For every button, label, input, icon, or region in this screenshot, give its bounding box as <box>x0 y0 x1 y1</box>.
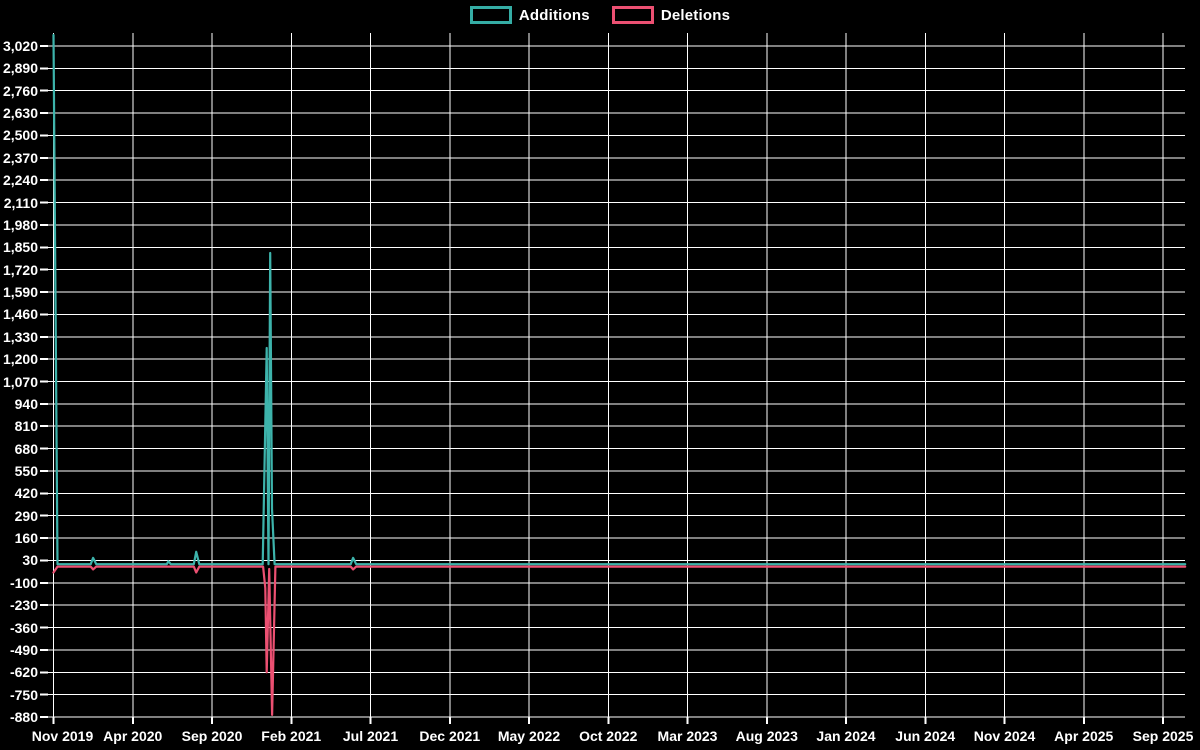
x-axis-label: Jan 2024 <box>816 728 876 744</box>
y-axis-label: 1,720 <box>2 261 38 278</box>
y-axis-label: 160 <box>14 530 38 547</box>
legend-item-deletions[interactable]: Deletions <box>611 6 731 24</box>
x-axis-label: Apr 2025 <box>1054 728 1114 744</box>
x-axis-label: Apr 2020 <box>103 728 163 744</box>
additions-line <box>52 33 1187 566</box>
deletions-swatch-icon <box>611 6 654 24</box>
y-axis-label: 2,760 <box>2 82 38 99</box>
y-axis-label: 1,070 <box>2 373 38 390</box>
x-axis-label: Nov 2019 <box>31 728 94 744</box>
y-axis-label: -230 <box>9 597 38 614</box>
y-axis-label: 1,850 <box>2 239 38 256</box>
y-axis-label: 420 <box>14 485 38 502</box>
x-axis-label: Sep 2025 <box>1132 728 1194 744</box>
x-axis-label: Jun 2024 <box>895 728 956 744</box>
y-axis-label: 940 <box>14 395 38 412</box>
y-axis-label: -880 <box>9 709 38 725</box>
chart-legend: Additions Deletions <box>0 6 1200 24</box>
y-axis-label: -620 <box>9 664 38 681</box>
additions-swatch-icon <box>469 6 512 24</box>
y-axis-label: 2,240 <box>2 172 38 189</box>
x-axis-label: Sep 2020 <box>181 728 243 744</box>
axis-ticks <box>40 45 1164 724</box>
x-axis-label: Nov 2024 <box>973 728 1036 744</box>
y-axis-label: -100 <box>9 574 38 591</box>
legend-label-additions: Additions <box>518 6 590 24</box>
y-axis-label: 2,110 <box>3 194 38 211</box>
x-axis-label: Jul 2021 <box>342 728 399 744</box>
y-axis-label: 1,590 <box>2 284 38 301</box>
y-axis-label: 2,500 <box>2 127 38 144</box>
y-axis-label: 1,200 <box>2 351 38 368</box>
x-axis-label: Mar 2023 <box>657 728 718 744</box>
y-axis-label: 680 <box>14 440 38 457</box>
deletions-line <box>52 565 1187 717</box>
y-axis-label: 30 <box>22 552 38 569</box>
x-axis-label: Feb 2021 <box>261 728 322 744</box>
y-axis-label: 1,460 <box>2 306 38 323</box>
y-axis-label: 2,890 <box>2 60 38 77</box>
y-axis-label: 2,630 <box>2 105 38 122</box>
data-series <box>52 33 1187 717</box>
legend-item-additions[interactable]: Additions <box>469 6 590 24</box>
y-axis-label: 550 <box>14 462 38 479</box>
y-axis-label: -490 <box>9 641 38 658</box>
x-axis-label: Dec 2021 <box>419 728 481 744</box>
y-axis-label: 1,330 <box>2 328 38 345</box>
horizontal-gridlines <box>48 45 1185 718</box>
vertical-gridlines <box>53 33 1164 717</box>
y-axis-label: -360 <box>9 619 38 636</box>
y-axis-label: 290 <box>14 507 38 524</box>
x-axis-label: Oct 2022 <box>579 728 638 744</box>
y-axis-label: 810 <box>14 418 38 435</box>
x-axis-label: Aug 2023 <box>735 728 798 744</box>
y-axis-label: 2,370 <box>2 149 38 166</box>
y-axis-label: -750 <box>9 686 38 703</box>
y-axis-label: 1,980 <box>2 216 38 233</box>
x-axis-label: May 2022 <box>497 728 561 744</box>
legend-label-deletions: Deletions <box>660 6 731 24</box>
y-axis-label: 3,020 <box>2 38 38 54</box>
